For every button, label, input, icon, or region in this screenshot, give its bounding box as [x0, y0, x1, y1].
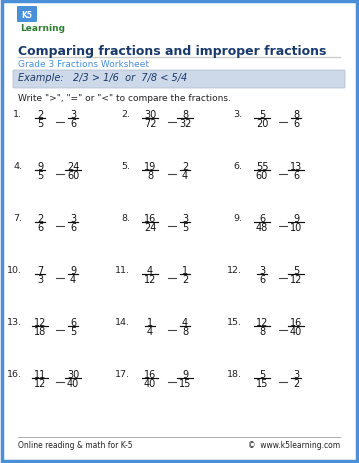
Text: 12: 12 [290, 275, 302, 284]
Text: 8.: 8. [121, 213, 130, 223]
Text: 5: 5 [37, 119, 43, 129]
Text: 3: 3 [70, 213, 76, 224]
Text: 40: 40 [67, 378, 79, 388]
Text: 11.: 11. [115, 265, 130, 275]
Text: 8: 8 [293, 110, 299, 120]
Text: 9: 9 [70, 265, 76, 275]
Text: 30: 30 [67, 369, 79, 379]
Text: 12: 12 [144, 275, 156, 284]
Text: 2.: 2. [121, 110, 130, 119]
Text: 40: 40 [144, 378, 156, 388]
Text: 2: 2 [182, 275, 188, 284]
Text: 11: 11 [34, 369, 46, 379]
Text: 16.: 16. [7, 369, 22, 378]
Text: 8: 8 [259, 326, 265, 336]
Text: 4.: 4. [13, 162, 22, 171]
Text: Comparing fractions and improper fractions: Comparing fractions and improper fractio… [18, 45, 326, 58]
Text: 6: 6 [259, 275, 265, 284]
Text: 20: 20 [256, 119, 268, 129]
Text: 3: 3 [70, 110, 76, 120]
Text: 7: 7 [37, 265, 43, 275]
Text: 9: 9 [37, 162, 43, 172]
Text: 15: 15 [256, 378, 268, 388]
Text: 7.: 7. [13, 213, 22, 223]
Text: 12: 12 [256, 317, 268, 327]
Text: 5.: 5. [121, 162, 130, 171]
Text: 8: 8 [182, 110, 188, 120]
Text: Online reading & math for K-5: Online reading & math for K-5 [18, 440, 132, 449]
Text: 72: 72 [144, 119, 156, 129]
Text: 4: 4 [70, 275, 76, 284]
Text: 2: 2 [293, 378, 299, 388]
Text: 16: 16 [144, 213, 156, 224]
Text: 32: 32 [179, 119, 191, 129]
Text: Learning: Learning [20, 24, 65, 33]
Text: 19: 19 [144, 162, 156, 172]
Text: 6: 6 [70, 223, 76, 232]
Text: 12: 12 [34, 378, 46, 388]
Text: 6.: 6. [233, 162, 242, 171]
Text: 60: 60 [256, 171, 268, 181]
Text: 60: 60 [67, 171, 79, 181]
Text: 6: 6 [37, 223, 43, 232]
Text: 18: 18 [34, 326, 46, 336]
Text: 4: 4 [182, 317, 188, 327]
Text: 9: 9 [293, 213, 299, 224]
Text: 5: 5 [182, 223, 188, 232]
Text: 3: 3 [182, 213, 188, 224]
Text: 13: 13 [290, 162, 302, 172]
Text: 15: 15 [179, 378, 191, 388]
Text: Grade 3 Fractions Worksheet: Grade 3 Fractions Worksheet [18, 60, 149, 69]
Text: 15.: 15. [227, 317, 242, 326]
Text: 16: 16 [144, 369, 156, 379]
Text: 10: 10 [290, 223, 302, 232]
Text: 3.: 3. [233, 110, 242, 119]
Text: 6: 6 [293, 119, 299, 129]
Text: Example:   2/3 > 1/6  or  7/8 < 5/4: Example: 2/3 > 1/6 or 7/8 < 5/4 [18, 73, 187, 83]
Text: 9: 9 [182, 369, 188, 379]
Text: 3: 3 [293, 369, 299, 379]
Text: 14.: 14. [115, 317, 130, 326]
Text: 2: 2 [37, 110, 43, 120]
Text: 3: 3 [259, 265, 265, 275]
Text: 1: 1 [147, 317, 153, 327]
Text: 18.: 18. [227, 369, 242, 378]
Text: 4: 4 [182, 171, 188, 181]
Text: 6: 6 [70, 119, 76, 129]
Text: 30: 30 [144, 110, 156, 120]
Text: 24: 24 [67, 162, 79, 172]
Text: 8: 8 [147, 171, 153, 181]
Text: K5: K5 [22, 11, 33, 19]
Text: 6: 6 [259, 213, 265, 224]
FancyBboxPatch shape [17, 7, 37, 23]
Text: 1: 1 [182, 265, 188, 275]
Text: 2: 2 [37, 213, 43, 224]
FancyBboxPatch shape [13, 71, 345, 89]
Text: ©  www.k5learning.com: © www.k5learning.com [248, 440, 340, 449]
Text: 4: 4 [147, 265, 153, 275]
Text: 5: 5 [259, 110, 265, 120]
Text: 10.: 10. [7, 265, 22, 275]
Text: 5: 5 [70, 326, 76, 336]
Text: 5: 5 [293, 265, 299, 275]
Text: 16: 16 [290, 317, 302, 327]
Text: 1.: 1. [13, 110, 22, 119]
Text: 13.: 13. [7, 317, 22, 326]
Text: 4: 4 [147, 326, 153, 336]
Text: 17.: 17. [115, 369, 130, 378]
Text: 3: 3 [37, 275, 43, 284]
Text: 48: 48 [256, 223, 268, 232]
Text: 9.: 9. [233, 213, 242, 223]
Text: Write ">", "=" or "<" to compare the fractions.: Write ">", "=" or "<" to compare the fra… [18, 94, 231, 103]
Text: 6: 6 [293, 171, 299, 181]
Text: 55: 55 [256, 162, 268, 172]
Text: 2: 2 [182, 162, 188, 172]
Text: 12: 12 [34, 317, 46, 327]
Text: 6: 6 [70, 317, 76, 327]
Text: 24: 24 [144, 223, 156, 232]
Text: 5: 5 [259, 369, 265, 379]
Text: 40: 40 [290, 326, 302, 336]
Text: 8: 8 [182, 326, 188, 336]
Text: 12.: 12. [227, 265, 242, 275]
